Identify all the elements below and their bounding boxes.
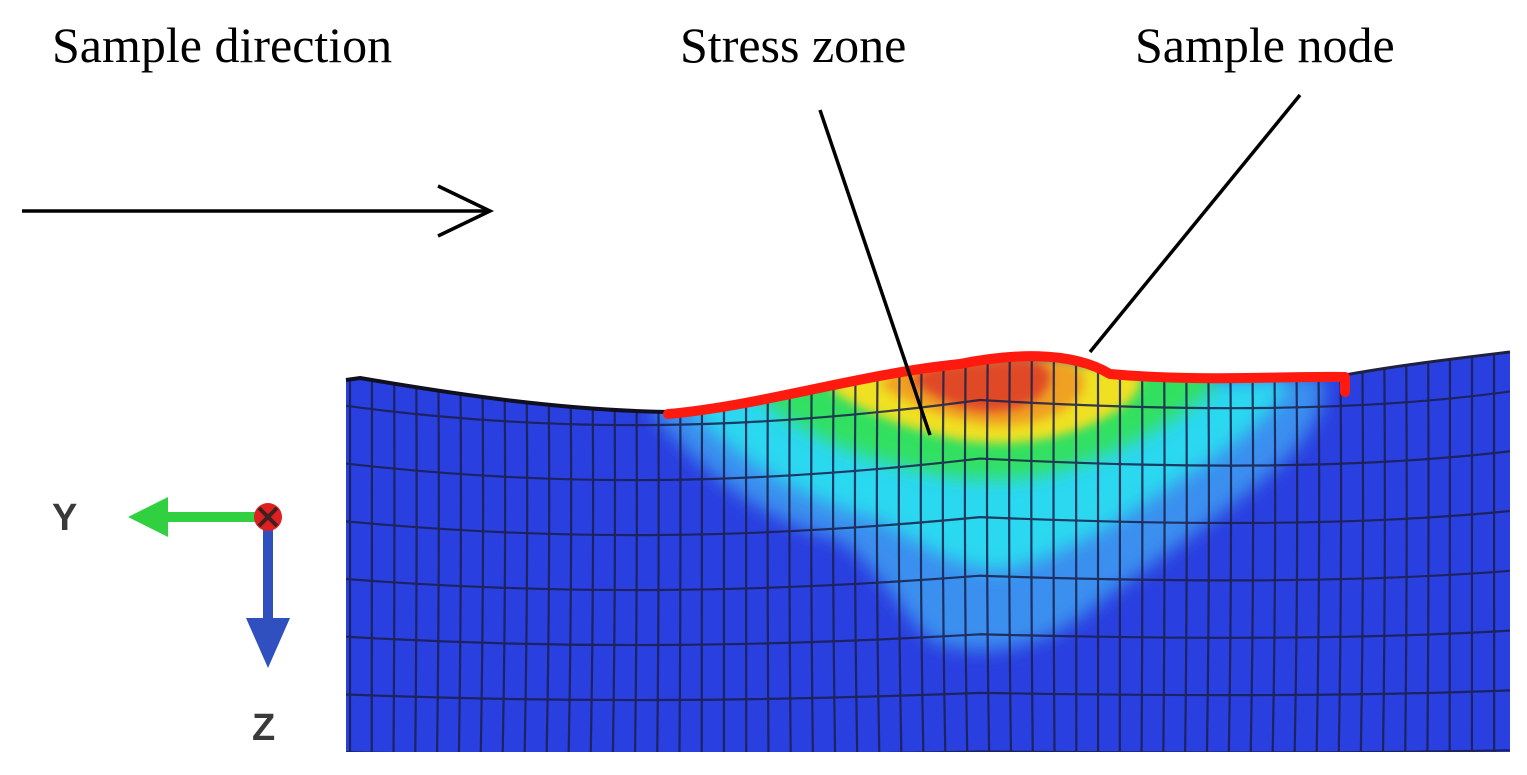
mesh-horizontal-line bbox=[346, 688, 1510, 702]
mesh-vertical-line bbox=[1404, 352, 1408, 752]
mesh-horizontal-line bbox=[346, 508, 1510, 537]
mesh-vertical-line bbox=[1315, 352, 1321, 752]
mesh-vertical-line bbox=[1249, 352, 1255, 752]
sample-node-line bbox=[663, 351, 1350, 419]
mesh-vertical-line bbox=[1426, 352, 1430, 752]
mesh-vertical-line bbox=[1227, 352, 1233, 752]
mesh-vertical-line bbox=[700, 352, 704, 752]
mesh-vertical-line bbox=[1030, 352, 1034, 752]
mesh-vertical-line bbox=[1052, 352, 1056, 752]
mesh-vertical-line bbox=[1183, 352, 1188, 752]
y-axis-label: Y bbox=[52, 497, 77, 539]
mesh-vertical-line bbox=[392, 352, 396, 752]
mesh-top-edge-right bbox=[1344, 350, 1511, 377]
mesh-vertical-line bbox=[1359, 352, 1365, 752]
mesh-vertical-line bbox=[985, 352, 991, 752]
mesh-vertical-line bbox=[1074, 352, 1078, 752]
mesh-vertical-line bbox=[897, 352, 903, 752]
z-axis-label: Z bbox=[252, 707, 275, 749]
mesh-vertical-line bbox=[1162, 352, 1166, 752]
mesh-vertical-line bbox=[853, 352, 859, 752]
mesh-top-edge bbox=[345, 375, 669, 414]
mesh-vertical-line bbox=[1448, 352, 1452, 752]
arrow-right-icon bbox=[22, 184, 495, 238]
mesh-vertical-line bbox=[919, 352, 925, 752]
mesh-vertical-line bbox=[963, 352, 969, 752]
mesh-vertical-line bbox=[1008, 352, 1013, 752]
sample-node-label: Sample node bbox=[1135, 17, 1395, 73]
mesh-vertical-line bbox=[1381, 352, 1386, 752]
mesh-vertical-line bbox=[941, 352, 947, 752]
mesh-vertical-line bbox=[1140, 352, 1144, 752]
stress-zone-label: Stress zone bbox=[680, 17, 906, 73]
mesh-horizontal-line bbox=[346, 388, 1510, 427]
stress-zone-leader-line bbox=[818, 109, 932, 436]
mesh-horizontal-line bbox=[346, 568, 1510, 592]
mesh-horizontal-line bbox=[346, 448, 1510, 482]
mesh-vertical-line bbox=[1271, 352, 1277, 752]
mesh-vertical-line bbox=[1205, 352, 1211, 752]
mesh-horizontal-line bbox=[346, 628, 1510, 647]
mesh-vertical-line bbox=[1293, 352, 1299, 752]
mesh-vertical-line bbox=[875, 352, 881, 752]
coordinate-axes-icon: Y Z bbox=[52, 497, 290, 749]
mesh-vertical-line bbox=[678, 352, 682, 752]
sample-node-leader-line bbox=[1088, 93, 1302, 354]
mesh-horizontal-line bbox=[346, 748, 1510, 752]
sample-direction-label: Sample direction bbox=[52, 17, 392, 73]
